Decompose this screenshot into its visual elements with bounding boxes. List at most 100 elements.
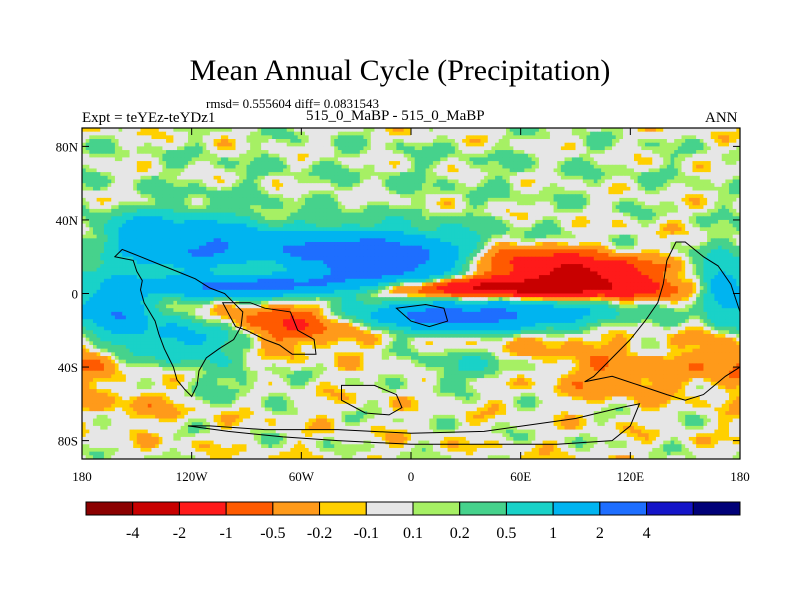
- field-cell: [191, 139, 196, 144]
- field-cell: [315, 146, 321, 151]
- field-cell: [385, 205, 390, 210]
- field-cell: [155, 186, 160, 191]
- field-cell: [509, 197, 514, 202]
- field-cell: [685, 186, 690, 191]
- field-cell: [301, 139, 306, 144]
- field-cell: [473, 146, 478, 151]
- field-cell: [261, 194, 266, 199]
- field-cell: [688, 164, 693, 169]
- field-cell: [228, 135, 233, 140]
- field-cell: [663, 175, 668, 180]
- field-cell: [283, 194, 288, 199]
- field-cell: [710, 197, 715, 202]
- field-cell: [601, 139, 606, 144]
- field-cell: [122, 194, 127, 199]
- field-cell: [436, 197, 441, 202]
- field-cell: [378, 227, 383, 232]
- field-cell: [177, 139, 182, 144]
- field-cell: [323, 142, 328, 147]
- field-cell: [498, 190, 503, 195]
- field-cell: [147, 208, 152, 213]
- field-cell: [718, 164, 723, 169]
- field-cell: [118, 205, 123, 210]
- field-cell: [158, 208, 163, 213]
- field-cell: [663, 223, 668, 228]
- field-cell: [513, 201, 518, 206]
- field-cell: [82, 227, 87, 232]
- field-cell: [129, 131, 134, 136]
- field-cell: [579, 223, 584, 228]
- field-cell: [122, 175, 127, 180]
- field-cell: [228, 146, 233, 151]
- field-cell: [125, 183, 130, 188]
- field-cell: [575, 135, 580, 140]
- field-cell: [92, 139, 98, 144]
- field-cell: [370, 194, 375, 199]
- field-cell: [301, 128, 306, 133]
- field-cell: [462, 131, 467, 136]
- field-cell: [597, 172, 602, 177]
- field-cell: [228, 205, 233, 210]
- field-cell: [297, 216, 302, 221]
- field-cell: [736, 153, 741, 158]
- field-cell: [374, 175, 379, 180]
- field-cell: [261, 131, 266, 136]
- field-cell: [549, 190, 554, 195]
- field-cell: [542, 146, 547, 151]
- field-cell: [96, 194, 101, 199]
- field-cell: [297, 150, 302, 155]
- field-cell: [118, 131, 123, 136]
- field-cell: [330, 157, 335, 162]
- field-cell: [582, 131, 587, 136]
- field-cell: [714, 179, 719, 184]
- field-cell: [257, 212, 262, 217]
- field-cell: [517, 168, 522, 173]
- field-cell: [524, 219, 529, 225]
- field-cell: [195, 227, 200, 232]
- field-cell: [531, 139, 536, 144]
- field-cell: [685, 223, 690, 228]
- field-cell: [579, 190, 584, 195]
- field-cell: [707, 131, 712, 136]
- field-cell: [202, 175, 207, 180]
- field-cell: [623, 157, 628, 162]
- field-cell: [191, 157, 196, 162]
- field-cell: [407, 208, 412, 213]
- field-cell: [286, 201, 291, 206]
- field-cell: [469, 216, 474, 221]
- field-cell: [122, 146, 127, 151]
- field-cell: [319, 172, 324, 177]
- field-cell: [626, 208, 631, 213]
- field-cell: [659, 216, 664, 221]
- field-cell: [659, 223, 664, 228]
- field-cell: [279, 172, 284, 177]
- field-cell: [663, 194, 668, 199]
- field-cell: [630, 139, 635, 144]
- field-cell: [429, 183, 434, 188]
- field-cell: [538, 175, 543, 180]
- field-cell: [381, 142, 386, 147]
- field-cell: [356, 186, 361, 191]
- field-cell: [144, 197, 149, 202]
- field-cell: [250, 168, 255, 173]
- field-cell: [213, 131, 218, 136]
- field-cell: [272, 131, 277, 136]
- field-cell: [180, 153, 185, 158]
- field-cell: [100, 131, 105, 136]
- field-cell: [250, 186, 255, 191]
- field-cell: [685, 139, 690, 144]
- field-cell: [279, 135, 284, 140]
- field-cell: [451, 212, 456, 217]
- field-cell: [272, 142, 277, 147]
- field-cell: [191, 142, 196, 147]
- field-cell: [169, 175, 174, 180]
- field-cell: [718, 175, 723, 180]
- field-cell: [122, 227, 127, 232]
- field-cell: [659, 212, 664, 217]
- field-cell: [261, 135, 266, 140]
- field-cell: [85, 150, 90, 155]
- field-cell: [703, 186, 708, 191]
- field-cell: [323, 186, 328, 191]
- field-cell: [436, 227, 441, 232]
- field-cell: [235, 208, 240, 213]
